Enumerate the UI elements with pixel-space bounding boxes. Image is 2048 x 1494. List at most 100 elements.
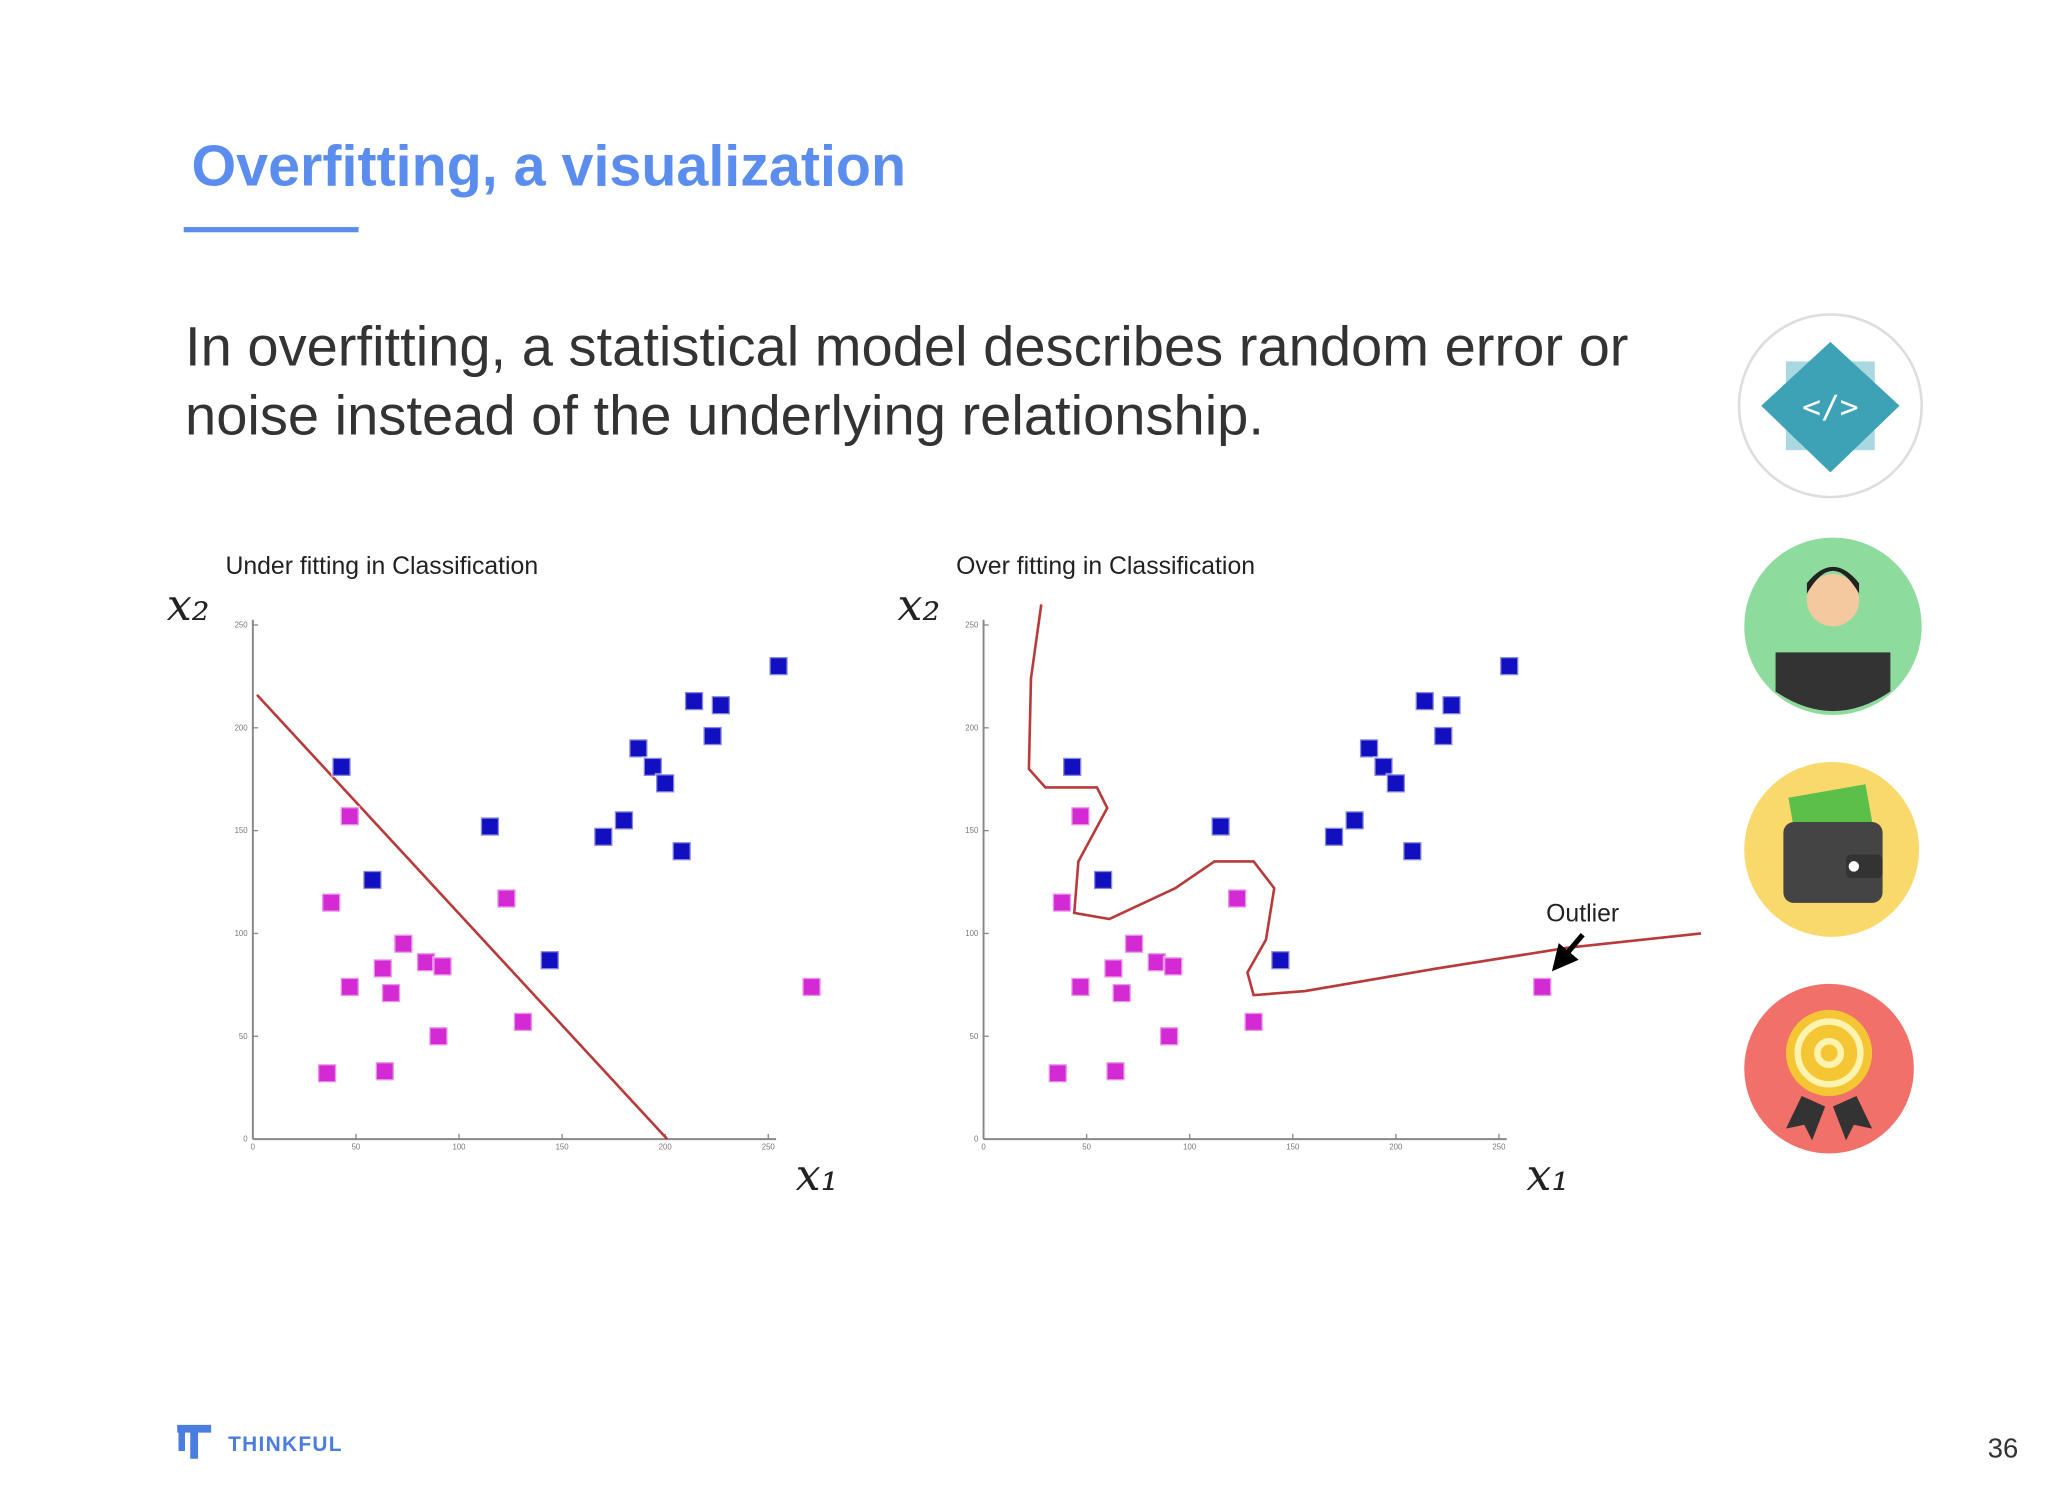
decision-boundary — [256, 694, 669, 1140]
point — [671, 840, 693, 862]
brand-name: THINKFUL — [228, 1433, 343, 1456]
y-axis-label: x₂ — [897, 580, 940, 631]
y-tick-label: 0 — [243, 1135, 248, 1144]
point — [1061, 756, 1083, 778]
point — [1123, 933, 1145, 955]
x-tick-label: 100 — [1183, 1143, 1197, 1152]
point — [642, 756, 664, 778]
x-tick-label: 200 — [1389, 1143, 1403, 1152]
point — [372, 957, 394, 979]
x-tick-label: 200 — [659, 1143, 673, 1152]
point — [1051, 892, 1073, 914]
x-tick-label: 50 — [352, 1143, 361, 1152]
y-tick-label: 0 — [974, 1135, 979, 1144]
brand-logo — [177, 1424, 212, 1459]
annotation-arrow — [1551, 933, 1585, 972]
chart-title: Over fitting in Classification — [956, 553, 1255, 580]
y-tick-label: 200 — [965, 723, 979, 732]
y-tick-label: 100 — [965, 929, 979, 938]
point — [1323, 826, 1345, 848]
point — [495, 888, 517, 909]
point — [1092, 869, 1114, 891]
icon-wallet — [1744, 762, 1920, 937]
point — [627, 737, 649, 759]
icon-person — [1744, 537, 1922, 716]
chart-title: Under fitting in Classification — [225, 553, 538, 580]
x-axis-label: x₁ — [796, 1150, 839, 1201]
point — [512, 1011, 534, 1033]
point — [1414, 690, 1436, 712]
point — [479, 816, 501, 837]
point — [683, 690, 705, 712]
point — [339, 976, 361, 998]
point — [1158, 1025, 1180, 1047]
point — [654, 772, 676, 794]
point — [1269, 949, 1291, 971]
point — [331, 756, 352, 778]
body-text: noise instead of the underlying relation… — [185, 383, 1264, 446]
point — [316, 1062, 338, 1084]
point — [1047, 1062, 1069, 1084]
point — [702, 725, 724, 747]
point — [1401, 840, 1423, 862]
point — [1344, 809, 1366, 831]
decision-boundary — [1027, 604, 1702, 997]
svg-text:</>: </> — [1802, 390, 1859, 426]
x-tick-label: 250 — [762, 1143, 776, 1152]
point — [1385, 772, 1407, 794]
page-number: 36 — [1988, 1432, 2018, 1463]
x-tick-label: 50 — [1082, 1143, 1091, 1152]
point — [380, 982, 402, 1004]
y-tick-label: 250 — [965, 621, 979, 630]
point — [613, 809, 635, 831]
point — [320, 892, 342, 914]
body-text: In overfitting, a statistical model desc… — [185, 314, 1628, 377]
x-tick-label: 250 — [1492, 1143, 1506, 1152]
slide-title: Overfitting, a visualization — [192, 134, 907, 198]
point — [1105, 1060, 1126, 1082]
point — [1498, 655, 1520, 677]
y-tick-label: 100 — [235, 929, 249, 938]
x-tick-label: 150 — [1286, 1143, 1300, 1152]
x-tick-label: 0 — [981, 1143, 986, 1152]
x-tick-label: 150 — [556, 1143, 570, 1152]
point — [801, 976, 822, 998]
icon-code: </> — [1737, 313, 1924, 499]
point — [1210, 816, 1232, 837]
title-underline — [183, 227, 359, 233]
icon-award — [1744, 983, 1914, 1154]
point — [1441, 694, 1462, 716]
point — [374, 1060, 396, 1082]
x-tick-label: 0 — [251, 1143, 256, 1152]
point — [339, 805, 361, 827]
y-tick-label: 250 — [235, 621, 249, 630]
x-axis-label: x₁ — [1526, 1150, 1569, 1201]
point — [1102, 957, 1124, 979]
point — [768, 655, 790, 677]
point — [1226, 888, 1248, 909]
point — [710, 694, 732, 716]
point — [361, 869, 383, 891]
point — [1358, 737, 1380, 759]
y-tick-label: 50 — [970, 1032, 979, 1041]
point — [1531, 976, 1553, 998]
point — [392, 933, 414, 955]
y-tick-label: 200 — [235, 723, 249, 732]
y-tick-label: 50 — [239, 1032, 248, 1041]
y-tick-label: 150 — [235, 826, 249, 835]
point — [1070, 976, 1091, 998]
point — [1070, 805, 1091, 827]
point — [1162, 955, 1184, 977]
point — [1373, 756, 1394, 778]
x-tick-label: 100 — [452, 1143, 466, 1152]
point — [539, 949, 561, 971]
point — [592, 826, 614, 848]
annotation: Outlier — [1546, 901, 1619, 928]
y-axis-label: x₂ — [167, 580, 210, 631]
point — [432, 955, 453, 977]
y-tick-label: 150 — [965, 826, 979, 835]
point — [427, 1025, 449, 1047]
point — [1432, 725, 1454, 747]
